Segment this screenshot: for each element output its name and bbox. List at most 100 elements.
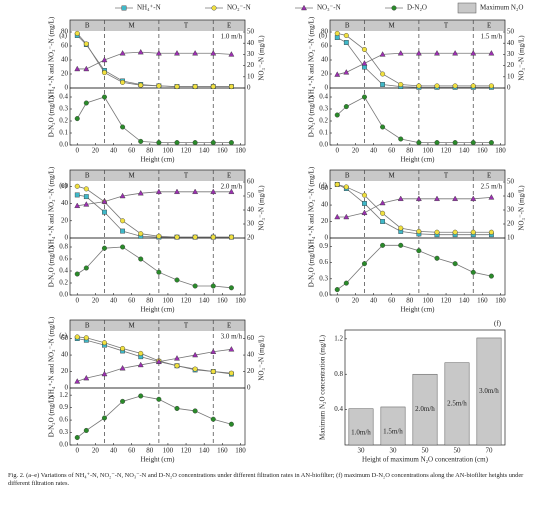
y-tick-label: 0.0	[59, 141, 68, 149]
marker	[74, 378, 81, 384]
series-line	[337, 244, 492, 290]
panel-label: (c)	[59, 182, 67, 190]
axis-label: D-N₂O (mg/L)	[308, 245, 316, 287]
marker	[380, 219, 385, 224]
marker	[120, 218, 126, 224]
bar	[412, 373, 438, 446]
zone-label: T	[184, 22, 189, 30]
x-tick-label: 180	[495, 297, 506, 305]
series-line	[337, 37, 492, 88]
y-tick-label: 20	[61, 70, 69, 78]
x-tick-label: 0	[76, 447, 80, 455]
marker	[452, 83, 458, 89]
marker	[138, 82, 144, 88]
x-tick-label: 30	[358, 447, 366, 455]
y-tick-label: 0.9	[319, 242, 328, 250]
y-tick-label: 0.8	[334, 370, 343, 378]
marker	[334, 181, 340, 187]
marker	[470, 229, 476, 235]
marker	[334, 30, 340, 36]
x-tick-label: 80	[146, 147, 154, 155]
marker	[334, 213, 341, 220]
y-tick-label: 30	[507, 206, 515, 214]
x-tick-label: 160	[477, 297, 488, 305]
marker	[156, 233, 162, 239]
marker	[192, 283, 198, 289]
zone-label: E	[227, 22, 231, 30]
bar	[348, 408, 374, 446]
marker	[210, 50, 217, 56]
marker	[155, 358, 162, 364]
y-tick-label: 0.0	[319, 291, 328, 299]
x-tick-label: 20	[352, 147, 360, 155]
legend-label: NH₄⁺-N	[137, 4, 161, 12]
axis-label: D-N₂O (mg/L)	[308, 95, 316, 137]
marker	[452, 229, 458, 235]
marker	[83, 374, 90, 381]
marker	[174, 50, 180, 56]
series-line	[76, 96, 232, 144]
x-tick-label: 100	[423, 297, 434, 305]
y-tick-label: 30	[507, 50, 515, 58]
marker	[155, 188, 162, 195]
x-tick-label: 120	[181, 447, 192, 455]
marker	[74, 202, 81, 209]
marker	[174, 140, 180, 146]
marker	[228, 140, 234, 146]
x-tick-label: 120	[181, 147, 192, 155]
marker	[343, 40, 349, 45]
y-tick-label: 0.3	[319, 274, 328, 282]
panel-label: (d)	[319, 182, 328, 190]
marker	[74, 65, 81, 72]
zone-band	[70, 320, 245, 331]
axis-label: NH₄⁺-N and NO₂⁻-N (mg/L)	[308, 166, 316, 249]
marker	[101, 56, 108, 63]
marker	[415, 195, 422, 202]
y-tick-label: 30	[247, 220, 255, 228]
legend-label: D-N₂O	[407, 4, 427, 12]
zone-label: M	[389, 172, 396, 180]
y-tick-label: 0.4	[334, 405, 343, 413]
marker	[434, 83, 440, 89]
marker	[101, 340, 107, 346]
marker	[138, 393, 144, 399]
bar-annotation: 1.5m/h	[383, 428, 403, 436]
x-tick-label: 160	[477, 147, 488, 155]
y-tick-label: 20	[247, 367, 255, 375]
marker	[416, 140, 422, 146]
y-tick-label: 10	[247, 72, 255, 80]
zone-label: T	[444, 22, 449, 30]
marker	[452, 140, 458, 146]
x-tick-label: 20	[92, 447, 100, 455]
marker	[137, 48, 144, 55]
marker	[434, 195, 440, 202]
axis-label: NH₄⁺-N and NO₂⁻-N (mg/L)	[308, 16, 316, 99]
x-axis-label: Height (cm)	[140, 156, 175, 164]
y-axis-label: Maximum N₂O concentration (mg/L)	[319, 334, 327, 440]
marker	[74, 30, 80, 36]
y-tick-label: 20	[247, 234, 255, 242]
marker	[74, 435, 80, 441]
marker	[210, 84, 216, 90]
marker	[343, 280, 349, 286]
x-tick-label: 50	[422, 447, 430, 455]
series-line	[76, 35, 232, 87]
bar	[444, 362, 470, 446]
marker	[120, 244, 126, 250]
marker	[211, 5, 217, 11]
x-tick-label: 30	[390, 447, 398, 455]
marker	[398, 225, 404, 231]
y-tick-label: 1.2	[334, 334, 343, 342]
x-tick-label: 120	[441, 297, 452, 305]
y-tick-label: 20	[61, 216, 69, 224]
marker	[416, 228, 422, 234]
frame	[69, 87, 246, 146]
y-tick-label: 40	[507, 39, 515, 47]
marker	[119, 50, 126, 56]
marker	[101, 245, 107, 251]
zone-label: B	[85, 322, 90, 330]
marker	[210, 234, 216, 240]
marker	[361, 209, 368, 216]
zone-label: B	[345, 172, 350, 180]
zone-label: B	[85, 172, 90, 180]
